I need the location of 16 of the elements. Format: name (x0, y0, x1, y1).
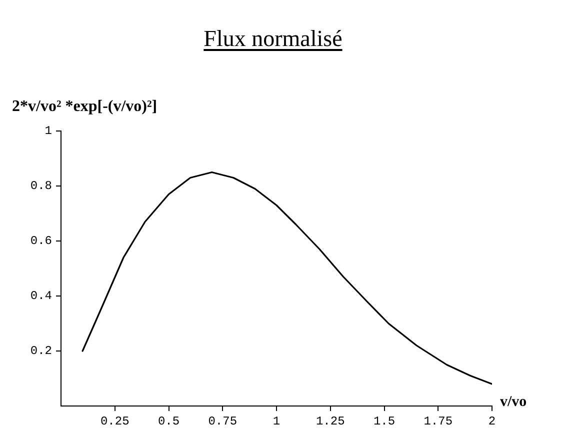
x-tick-label: 1.5 (373, 414, 396, 428)
y-tick-label: 0.8 (30, 179, 52, 194)
y-tick-label: 0.2 (30, 344, 52, 358)
x-axis-title: v/vo (500, 394, 527, 411)
y-tick-label: 0.4 (30, 289, 52, 304)
y-axis-title: 2*v/vo² *exp[-(v/vo)²] (12, 98, 158, 116)
x-tick-label: 0.5 (158, 414, 180, 428)
x-tick-label: 0.75 (208, 414, 238, 428)
y-tick-label: 1 (44, 124, 52, 138)
x-tick-label: 2 (488, 414, 496, 428)
x-tick-label: 1.25 (316, 414, 345, 428)
y-tick-label: 0.6 (30, 234, 52, 248)
chart-title: Flux normalisé (204, 26, 342, 51)
x-tick-label: 1.75 (424, 414, 453, 428)
x-tick-label: 1 (272, 414, 280, 428)
x-tick-label: 0.25 (100, 414, 130, 428)
